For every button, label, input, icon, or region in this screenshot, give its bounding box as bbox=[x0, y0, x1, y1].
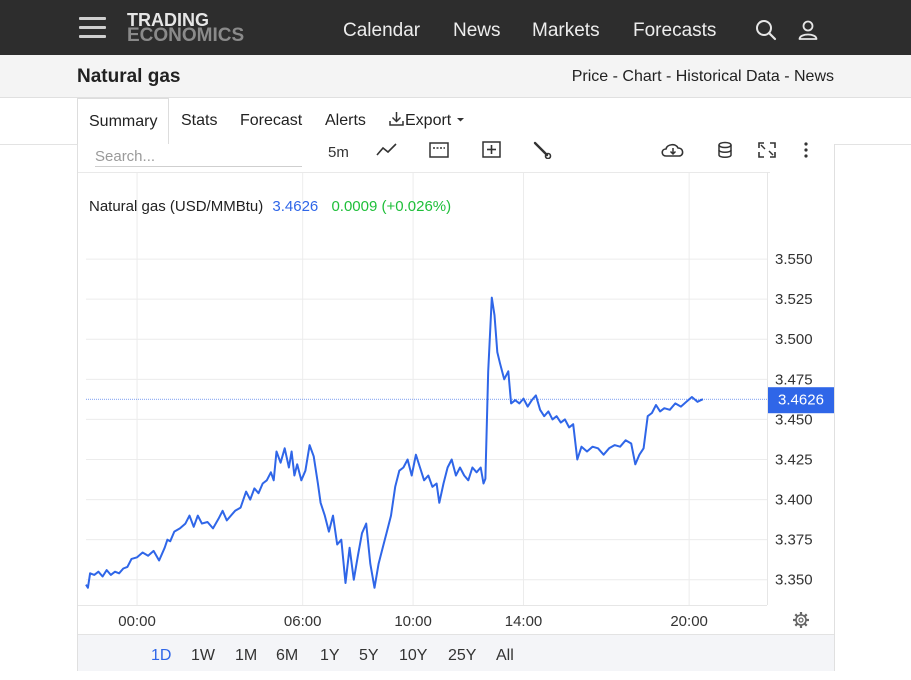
symbol-search-input[interactable] bbox=[95, 147, 302, 167]
user-icon[interactable] bbox=[797, 19, 819, 41]
nav-calendar[interactable]: Calendar bbox=[343, 20, 421, 41]
chart-legend: Natural gas (USD/MMBtu) 3.4626 0.0009 (+… bbox=[89, 198, 451, 215]
last-price-value: 3.4626 bbox=[778, 392, 824, 409]
price-chart[interactable]: 3.350 3.375 3.400 3.425 3.450 3.475 3.500 3.525… bbox=[78, 144, 834, 634]
range-selector-bar: 1D 1W 1M 6M 1Y 5Y 10Y 25Y All bbox=[78, 634, 834, 671]
nav-forecasts[interactable]: Forecasts bbox=[633, 20, 717, 41]
last-price-badge bbox=[768, 387, 834, 414]
x-tick-label: 00:00 bbox=[118, 613, 156, 630]
link-separator: - bbox=[779, 68, 794, 85]
cloud-download-icon[interactable] bbox=[660, 141, 686, 159]
interval-selector[interactable]: 5m bbox=[328, 144, 349, 161]
export-button[interactable]: Export bbox=[388, 98, 465, 144]
nav-markets[interactable]: Markets bbox=[532, 20, 600, 41]
x-tick-label: 20:00 bbox=[670, 613, 708, 630]
x-tick-label: 14:00 bbox=[505, 613, 543, 630]
export-label: Export bbox=[405, 112, 452, 129]
y-tick-label: 3.425 bbox=[775, 451, 813, 468]
more-options-icon[interactable] bbox=[800, 141, 812, 159]
y-axis-ticks: 3.350 3.375 3.400 3.425 3.450 3.475 3.500 3.525… bbox=[775, 251, 813, 589]
range-1d[interactable]: 1D bbox=[151, 647, 172, 664]
x-axis-ticks: 00:00 06:00 10:00 14:00 20:00 bbox=[118, 613, 708, 630]
page-title: Natural gas bbox=[77, 66, 181, 87]
y-tick-label: 3.450 bbox=[775, 411, 813, 428]
y-tick-label: 3.350 bbox=[775, 572, 813, 589]
link-chart[interactable]: Chart bbox=[622, 68, 662, 85]
link-historical-data[interactable]: Historical Data bbox=[675, 68, 780, 85]
y-tick-label: 3.375 bbox=[775, 532, 813, 549]
range-1w[interactable]: 1W bbox=[191, 647, 215, 664]
fullscreen-icon[interactable] bbox=[757, 141, 777, 159]
y-tick-label: 3.400 bbox=[775, 492, 813, 509]
link-separator: - bbox=[661, 68, 676, 85]
x-tick-label: 10:00 bbox=[394, 613, 432, 630]
tab-summary[interactable]: Summary bbox=[77, 98, 170, 144]
chart-settings-icon[interactable] bbox=[793, 612, 809, 628]
range-all[interactable]: All bbox=[496, 647, 514, 664]
search-icon[interactable] bbox=[755, 19, 777, 41]
database-icon[interactable] bbox=[716, 141, 734, 159]
price-series-line bbox=[85, 296, 704, 589]
title-bar: Natural gas Price - Chart - Historical D… bbox=[0, 55, 911, 98]
legend-series-name: Natural gas (USD/MMBtu) bbox=[89, 198, 263, 215]
add-indicator-icon[interactable] bbox=[481, 141, 503, 159]
range-1m[interactable]: 1M bbox=[235, 647, 258, 664]
last-price-label: 3.4626 bbox=[768, 387, 834, 414]
wrench-icon[interactable] bbox=[532, 141, 554, 159]
top-nav-bar: TRADING ECONOMICS Calendar News Markets … bbox=[0, 0, 911, 55]
link-news[interactable]: News bbox=[793, 68, 834, 85]
tab-stats[interactable]: Stats bbox=[181, 112, 218, 129]
range-5y[interactable]: 5Y bbox=[359, 647, 379, 664]
chart-grid bbox=[86, 172, 767, 605]
range-6m[interactable]: 6M bbox=[276, 647, 299, 664]
y-tick-label: 3.525 bbox=[775, 291, 813, 308]
y-tick-label: 3.550 bbox=[775, 251, 813, 268]
link-separator: - bbox=[608, 68, 623, 85]
legend-price: 3.4626 bbox=[272, 198, 318, 215]
site-logo[interactable]: TRADING ECONOMICS bbox=[127, 10, 245, 46]
y-tick-label: 3.475 bbox=[775, 371, 813, 388]
range-10y[interactable]: 10Y bbox=[399, 647, 428, 664]
logo-line-1: TRADING bbox=[127, 10, 209, 30]
logo-line-2: ECONOMICS bbox=[127, 25, 245, 46]
content-tabs: Summary Stats Forecast Alerts Export bbox=[77, 98, 834, 144]
menu-icon[interactable] bbox=[79, 17, 106, 39]
link-price[interactable]: Price bbox=[571, 68, 609, 85]
caret-down-icon bbox=[456, 118, 464, 122]
range-1y[interactable]: 1Y bbox=[320, 647, 340, 664]
range-25y[interactable]: 25Y bbox=[448, 647, 477, 664]
nav-news[interactable]: News bbox=[453, 20, 501, 41]
tab-alerts[interactable]: Alerts bbox=[325, 112, 366, 129]
y-tick-label: 3.500 bbox=[775, 331, 813, 348]
calendar-icon[interactable] bbox=[428, 141, 450, 159]
line-chart-type-icon[interactable] bbox=[376, 142, 398, 160]
x-tick-label: 06:00 bbox=[284, 613, 322, 630]
tab-forecast[interactable]: Forecast bbox=[240, 112, 303, 129]
section-links: Price - Chart - Historical Data - News bbox=[572, 68, 834, 86]
download-icon bbox=[389, 112, 404, 126]
legend-change: 0.0009 (+0.026%) bbox=[331, 198, 451, 215]
